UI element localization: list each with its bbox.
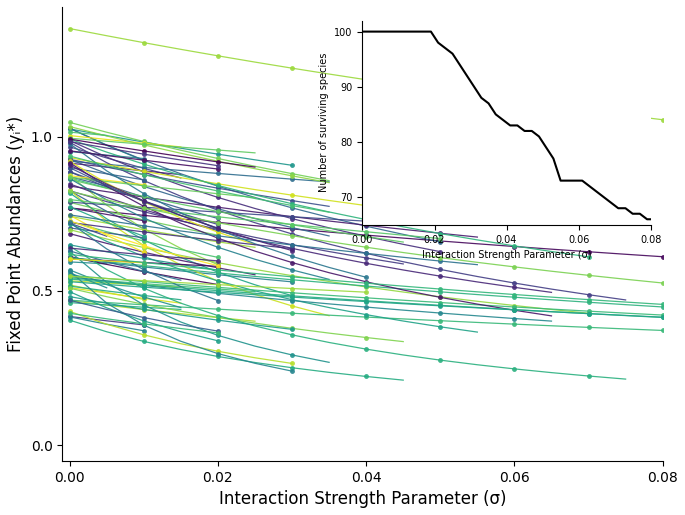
Y-axis label: Fixed Point Abundances (yᵢ*): Fixed Point Abundances (yᵢ*) (7, 116, 25, 352)
X-axis label: Interaction Strength Parameter (σ): Interaction Strength Parameter (σ) (219, 490, 506, 508)
